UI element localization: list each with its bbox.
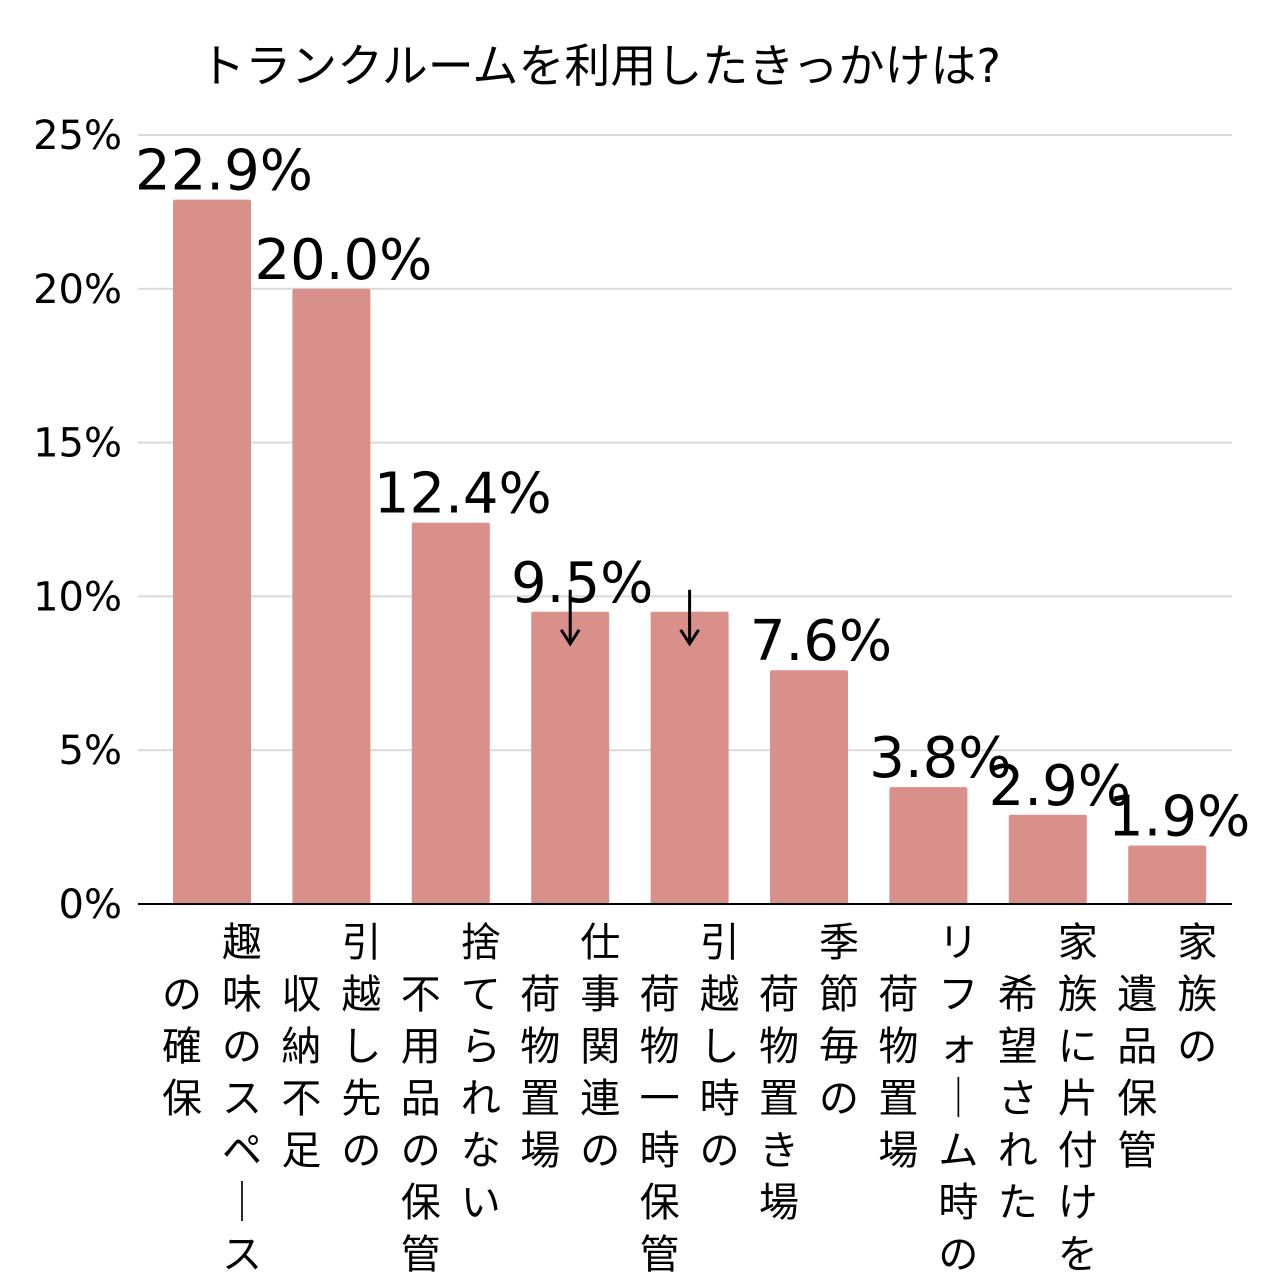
bar: [173, 199, 251, 904]
data-labels: 22.9% 20.0% 12.4% 9.5% 7.6% 3.8%2.9%1.9%: [135, 139, 1250, 850]
data-label: 2.9%: [989, 754, 1131, 819]
category-label: 引越し時の: [700, 920, 740, 1174]
bars: [173, 199, 1207, 904]
data-label: 9.5%: [511, 551, 653, 616]
data-label: 12.4%: [374, 462, 552, 527]
chart-title: トランクルームを利用したきっかけは?: [199, 39, 1001, 93]
data-label: 7.6%: [750, 609, 892, 674]
category-label: 仕事関連の: [580, 920, 620, 1174]
y-tick-label: 25%: [33, 113, 122, 159]
category-labels: 趣味のスペ｜スの確保引越し先の収納不足捨てられない不用品の保管仕事関連の荷物置場…: [162, 920, 1217, 1278]
category-label: の確保: [162, 972, 202, 1122]
category-label: 荷物置場: [520, 972, 560, 1174]
bar: [292, 288, 371, 904]
bar: [770, 670, 848, 904]
data-label: 3.8%: [869, 726, 1011, 791]
category-label: 家族の: [1177, 920, 1217, 1070]
data-label: 22.9%: [135, 139, 313, 204]
y-tick-label: 5%: [59, 728, 122, 774]
y-axis-ticks: 0% 5% 10% 15% 20% 25%: [33, 113, 122, 928]
bar: [411, 522, 490, 904]
data-label: 1.9%: [1108, 785, 1250, 850]
y-tick-label: 0%: [59, 882, 122, 928]
category-label: 季節毎の: [819, 920, 859, 1122]
category-label: 引越し先の: [341, 920, 381, 1174]
annotation-arrows: [559, 589, 700, 647]
y-tick-label: 10%: [33, 574, 122, 620]
bar: [650, 611, 729, 904]
y-tick-label: 15%: [33, 421, 122, 467]
data-label: 20.0%: [254, 228, 432, 293]
arrow-head: [559, 628, 581, 647]
category-label: 趣味のスペ｜ス: [222, 920, 262, 1278]
category-label: 荷物置き場: [759, 972, 799, 1226]
y-tick-label: 20%: [33, 267, 122, 313]
bar: [1008, 814, 1087, 904]
category-label: 荷物置場: [878, 972, 918, 1174]
bar: [889, 787, 968, 904]
category-label: リフォ｜ム時の: [938, 920, 978, 1278]
category-label: 不用品の保管: [401, 972, 441, 1278]
bar: [531, 611, 610, 904]
arrow-head: [679, 628, 700, 647]
category-label: 収納不足: [281, 972, 321, 1174]
category-label: 希望された: [998, 972, 1038, 1226]
category-label: 遺品保管: [1117, 972, 1157, 1174]
category-label: 捨てられない: [461, 920, 501, 1226]
category-label: 家族に片付けを: [1058, 920, 1098, 1278]
bar: [1128, 845, 1207, 904]
category-label: 荷物一時保管: [640, 972, 680, 1278]
